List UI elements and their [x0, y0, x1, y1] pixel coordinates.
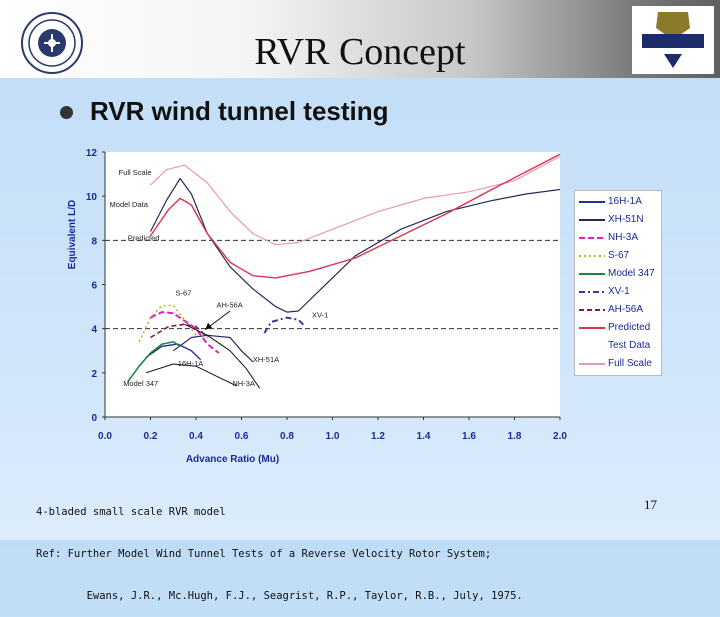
annotation-label: NH-3A — [232, 379, 255, 388]
legend-label: XH-51N — [608, 214, 644, 225]
bullet-dot — [60, 106, 73, 119]
legend-label: 16H-1A — [608, 196, 642, 207]
y-tick-label: 10 — [86, 192, 98, 203]
y-tick-label: 4 — [91, 325, 97, 336]
legend-swatch — [579, 273, 605, 275]
legend-label: Model 347 — [608, 268, 655, 279]
chart-legend: 16H-1A XH-51N NH-3A S-67 Model 347 XV-1 AH-56A… — [574, 190, 662, 376]
legend-label: Predicted — [608, 322, 651, 333]
x-tick-label: 2.0 — [553, 431, 567, 442]
legend-swatch — [579, 363, 605, 365]
annotation-label: S-67 — [176, 289, 192, 298]
reference-line-3: Ewans, J.R., Mc.Hugh, F.J., Seagrist, R.… — [36, 590, 523, 602]
annotation-arrowhead — [205, 322, 213, 330]
x-tick-label: 0.8 — [280, 431, 294, 442]
legend-swatch — [579, 255, 605, 257]
legend-swatch — [579, 201, 605, 203]
legend-item: Test Data — [575, 339, 661, 354]
legend-item: NH-3A — [575, 231, 661, 246]
y-tick-label: 8 — [91, 236, 97, 247]
legend-swatch — [579, 327, 605, 329]
y-axis-label: Equivalent L/D — [67, 200, 78, 269]
chart-area: 0.0 0.2 0.4 0.6 0.8 1.0 1.2 1.4 1.6 1.8 2.0 0 2 4 6 8 10… — [0, 140, 720, 475]
series-line-model-347 — [127, 341, 181, 383]
x-tick-label: 1.4 — [417, 431, 431, 442]
x-tick-label: 0.0 — [98, 431, 112, 442]
reference-line-2: Ref: Further Model Wind Tunnel Tests of … — [36, 548, 492, 560]
x-tick-label: 1.8 — [508, 431, 522, 442]
legend-label: XV-1 — [608, 286, 630, 297]
legend-item: XH-51N — [575, 213, 661, 228]
x-tick-label: 0.4 — [189, 431, 203, 442]
legend-label: NH-3A — [608, 232, 639, 243]
reference-text: 4-bladed small scale RVR model Ref: Furt… — [36, 477, 523, 617]
y-tick-label: 0 — [91, 413, 97, 424]
legend-label: AH-56A — [608, 304, 644, 315]
bullet-text: RVR wind tunnel testing — [90, 96, 389, 126]
annotation-label: XV-1 — [312, 311, 328, 320]
navy-seal-logo — [14, 6, 92, 78]
annotation-label: AH-56A — [216, 301, 242, 310]
x-tick-label: 0.6 — [235, 431, 249, 442]
x-tick-label: 0.2 — [144, 431, 158, 442]
series-line-full-scale — [150, 155, 561, 246]
legend-label: Full Scale — [608, 358, 652, 369]
legend-swatch — [579, 219, 605, 221]
x-tick-label: 1.2 — [371, 431, 385, 442]
nps-logo — [630, 4, 716, 76]
page-number: 17 — [644, 497, 657, 512]
series-line-predicted — [149, 153, 561, 279]
plot-background — [105, 152, 560, 417]
y-tick-label: 12 — [86, 148, 98, 159]
legend-item: Predicted — [575, 321, 661, 336]
series-line-nh-3a-tail — [184, 323, 261, 389]
legend-swatch — [579, 291, 605, 293]
legend-item: 16H-1A — [575, 195, 661, 210]
annotation-label: Model Data — [110, 200, 149, 209]
y-tick-label: 2 — [91, 369, 97, 380]
x-tick-label: 1.0 — [326, 431, 340, 442]
reference-line-1: 4-bladed small scale RVR model — [36, 506, 226, 518]
legend-item: Full Scale — [575, 357, 661, 372]
series-line-xh-51n — [172, 334, 254, 363]
chart-svg: 0.0 0.2 0.4 0.6 0.8 1.0 1.2 1.4 1.6 1.8 2.0 0 2 4 6 8 10… — [67, 148, 567, 465]
series-line-model-347-tail — [145, 363, 238, 387]
legend-item: AH-56A — [575, 303, 661, 318]
series-line-xv-1 — [263, 316, 306, 334]
legend-item: XV-1 — [575, 285, 661, 300]
legend-swatch — [579, 309, 605, 311]
annotation-label: 16H-1A — [178, 359, 203, 368]
series-line-model-data — [149, 177, 561, 313]
legend-label: Test Data — [608, 340, 651, 351]
legend-item: Model 347 — [575, 267, 661, 282]
title-bar — [0, 0, 720, 78]
x-axis-label: Advance Ratio (Mu) — [186, 454, 279, 465]
legend-item: S-67 — [575, 249, 661, 264]
legend-swatch — [579, 342, 605, 350]
slide-title: RVR Concept — [254, 31, 466, 73]
x-tick-label: 1.6 — [462, 431, 476, 442]
y-tick-label: 6 — [91, 281, 97, 292]
annotation-label: XH-51A — [253, 355, 279, 364]
series-line-nh-3a — [150, 311, 220, 354]
annotation-label: Full Scale — [119, 168, 152, 177]
annotation-label: Model 347 — [123, 379, 158, 388]
legend-label: S-67 — [608, 250, 630, 261]
legend-swatch — [579, 237, 605, 239]
annotation-label: Predicted — [128, 233, 160, 242]
